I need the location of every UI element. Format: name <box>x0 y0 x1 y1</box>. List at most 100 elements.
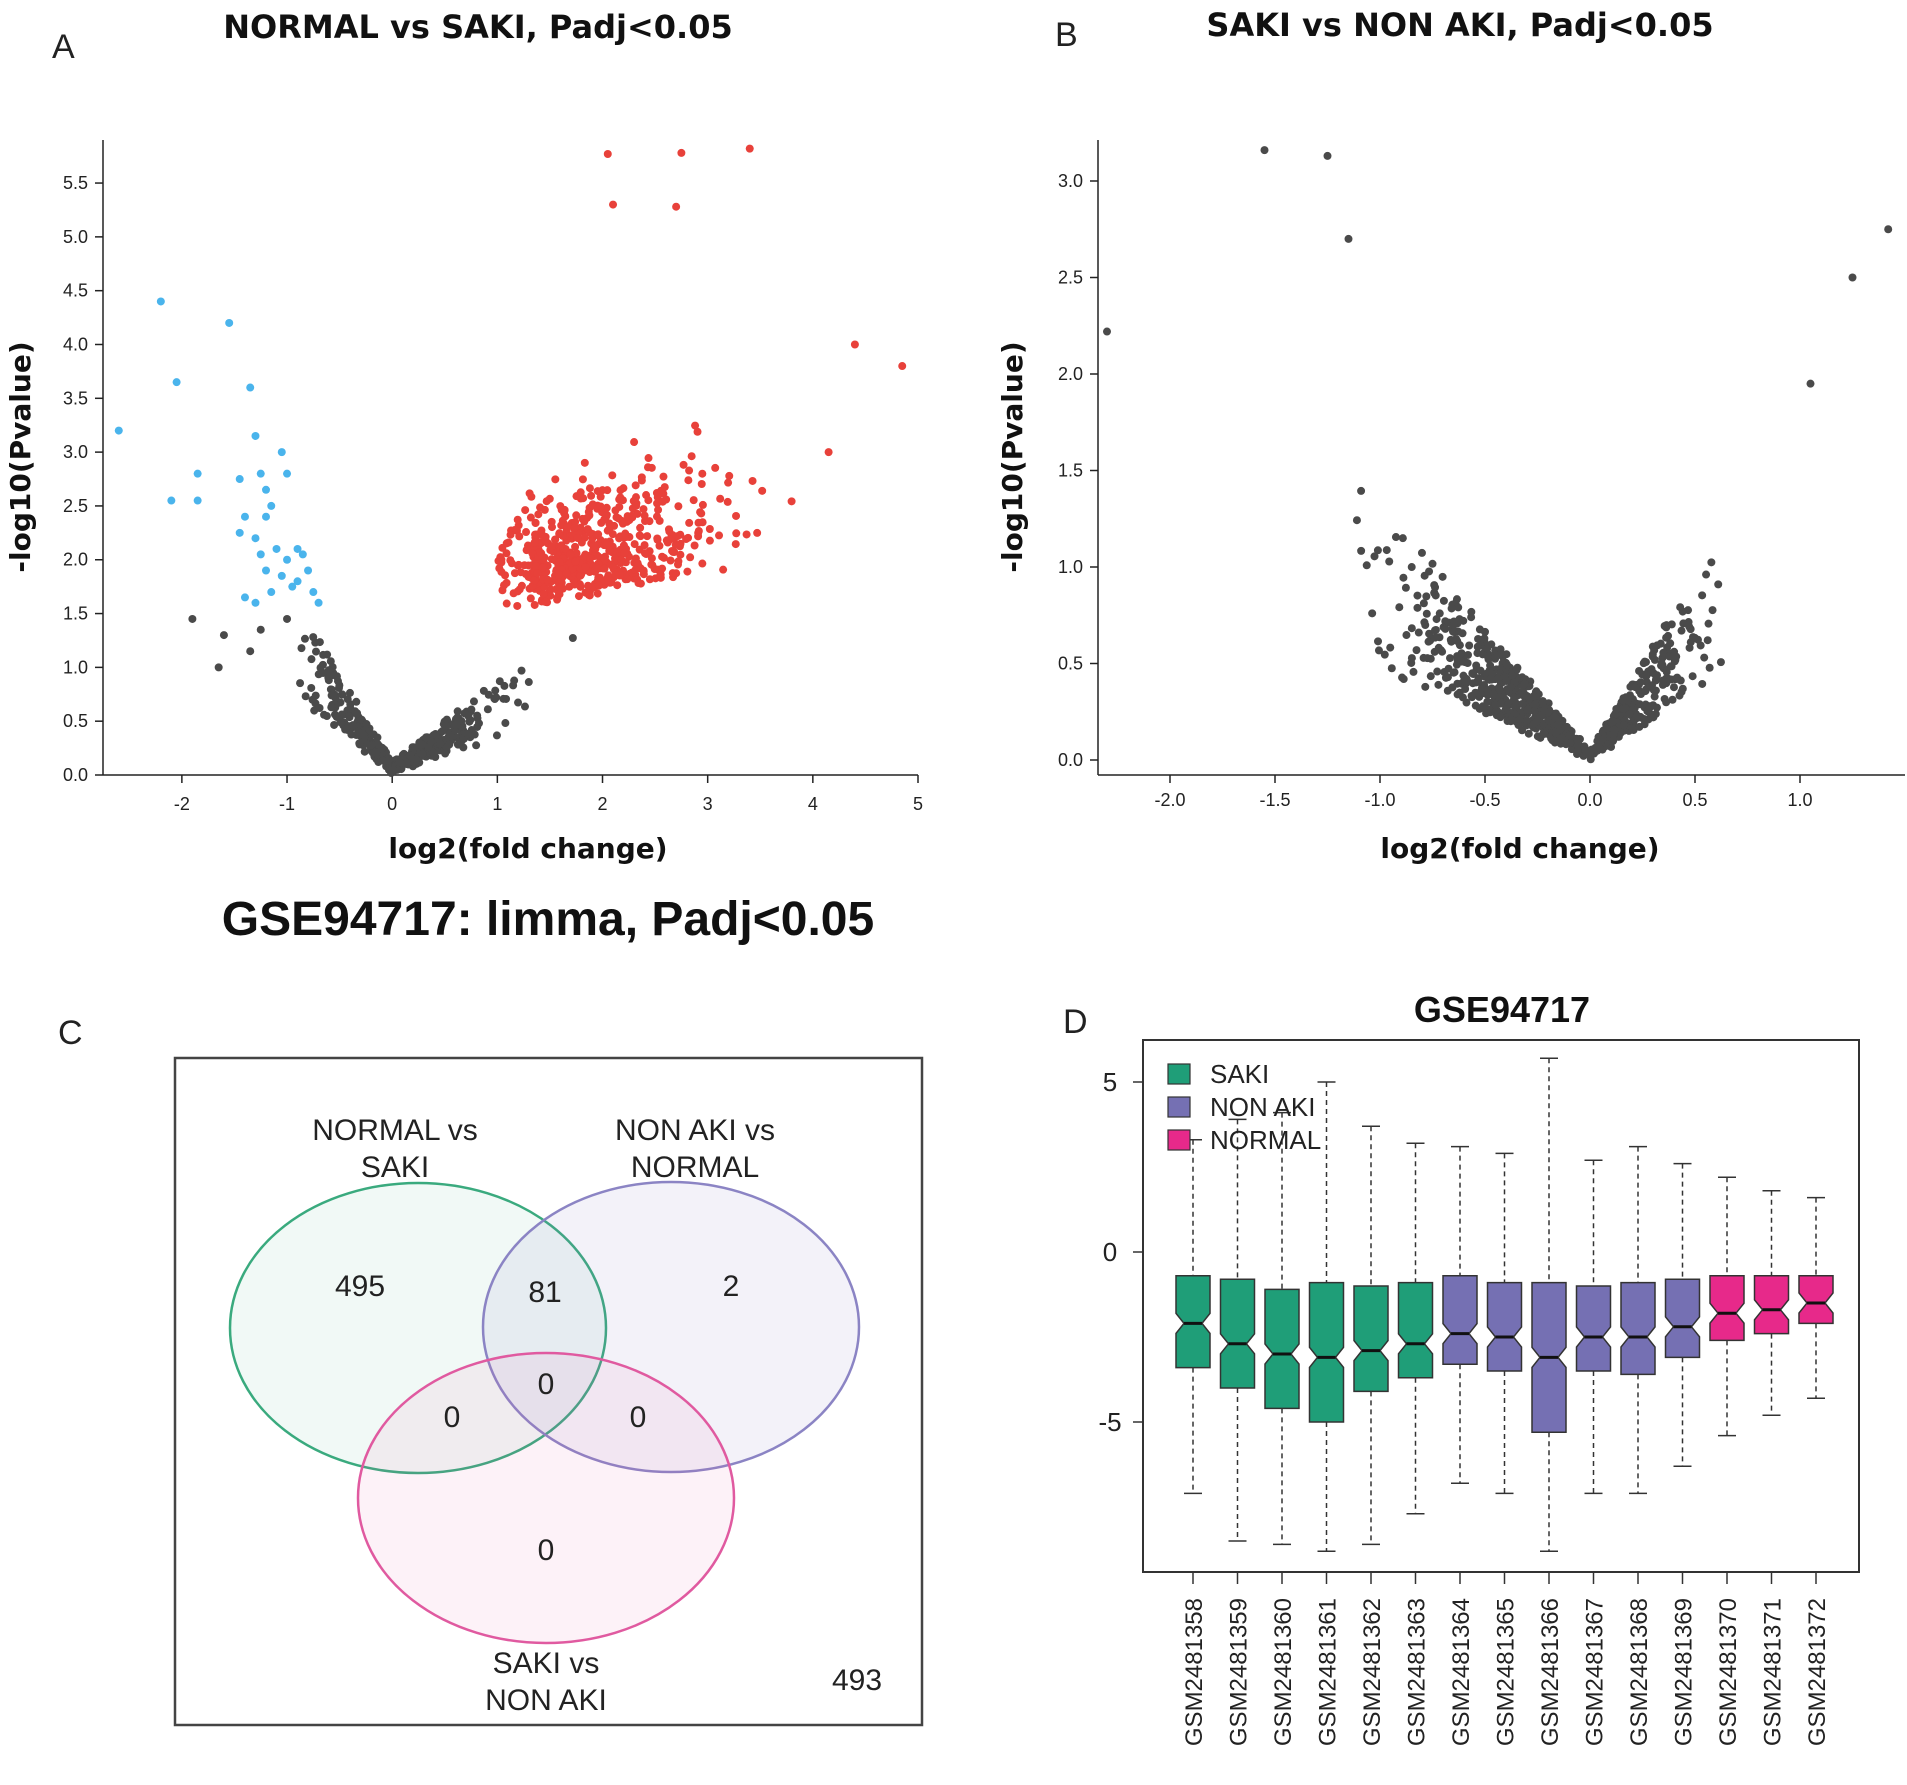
volcano-b-point <box>1700 653 1709 662</box>
volcano-b-point <box>1357 546 1366 555</box>
volcano-b-point <box>1558 734 1567 743</box>
volcano-b-point <box>1461 684 1470 693</box>
volcano-a-point-up <box>502 599 511 608</box>
volcano-a-point-down <box>262 512 270 521</box>
volcano-b-point <box>1662 633 1671 642</box>
volcano-a-point-up <box>758 486 767 495</box>
volcano-a-point-up <box>533 569 542 578</box>
boxplot-title: GSE94717 <box>1414 989 1590 1030</box>
volcano-a-point-up <box>521 506 530 515</box>
volcano-a-point-up <box>633 575 642 584</box>
volcano-b-point <box>1496 645 1505 654</box>
volcano-a-point-up <box>521 570 530 579</box>
volcano-b-point <box>1352 516 1361 525</box>
volcano-a-point-up <box>583 581 592 590</box>
volcano-b-point <box>1658 676 1667 685</box>
volcano-a-point-up <box>497 567 506 576</box>
volcano-a-point-ns <box>315 703 324 712</box>
volcano-b-point <box>1391 533 1400 542</box>
volcano-b-point <box>1425 629 1434 638</box>
volcano-b-point <box>1474 677 1483 686</box>
volcano-b-point <box>1884 225 1893 234</box>
volcano-b-point <box>1491 700 1500 709</box>
boxplot-y-tick-label: -5 <box>1098 1407 1121 1437</box>
boxplot-frame <box>1142 1039 1860 1573</box>
volcano-a-point-down <box>172 378 181 387</box>
volcano-b-x-tick-label: -0.5 <box>1469 790 1500 810</box>
volcano-b-point <box>1806 379 1815 388</box>
volcano-a-point-ns <box>377 744 386 753</box>
volcano-a-point-down <box>293 544 302 553</box>
volcano-a-point-up <box>666 556 675 565</box>
volcano-b-point <box>1510 710 1519 719</box>
volcano-b-point <box>1395 603 1404 612</box>
venn-label-1a: NORMAL vs <box>312 1114 478 1147</box>
volcano-a-y-tick-label: 4.0 <box>63 334 88 354</box>
volcano-a-point-down <box>304 566 313 575</box>
volcano-b-point <box>1468 669 1477 678</box>
volcano-a-y-tick-label: 1.5 <box>63 604 88 624</box>
volcano-a-point-up <box>694 518 703 527</box>
volcano-b-point <box>1373 546 1382 555</box>
boxplot-d: 5 0 -5 GSM2481358 GSM2481359 GSM2481360 GSM24… <box>1098 1057 1834 1746</box>
volcano-a-point-up <box>689 496 698 505</box>
volcano-b-point <box>1508 716 1517 725</box>
volcano-a-point-ns <box>372 748 381 757</box>
volcano-a-point-up <box>732 511 741 520</box>
venn-count-outside: 493 <box>832 1664 882 1697</box>
boxplot-x-label: GSM2481367 <box>1582 1598 1609 1746</box>
panel-a-letter: A <box>52 28 75 66</box>
volcano-b-point <box>1431 626 1440 635</box>
volcano-b-point <box>1425 567 1434 576</box>
volcano-a-point-up <box>530 600 539 609</box>
volcano-a-point-up <box>530 538 539 547</box>
volcano-b-point <box>1657 661 1666 670</box>
volcano-b-point <box>1668 695 1677 704</box>
volcano-a-point-up <box>605 524 614 533</box>
volcano-a-point-up <box>753 528 762 537</box>
volcano-b-point <box>1430 647 1439 656</box>
volcano-a-point-ns <box>283 614 292 623</box>
volcano-a-point-up <box>742 530 751 539</box>
boxplot-box <box>1709 1275 1745 1342</box>
volcano-a-point-ns <box>373 733 382 742</box>
volcano-b-point <box>1635 666 1644 675</box>
boxplot-box <box>1397 1281 1434 1379</box>
volcano-a-point-ns <box>445 740 454 749</box>
volcano-b-point <box>1562 722 1571 731</box>
volcano-a-point-ns <box>359 731 368 740</box>
volcano-a-point-up <box>586 554 595 563</box>
volcano-b-point <box>1540 706 1549 715</box>
volcano-a-point-up <box>546 591 555 600</box>
volcano-a-y-tick-label: 5.0 <box>63 227 88 247</box>
volcano-a-y-tick-label: 1.0 <box>63 657 88 677</box>
volcano-b-point <box>1652 703 1661 712</box>
volcano-b-point <box>1426 654 1435 663</box>
volcano-b-point <box>1502 677 1511 686</box>
volcano-b-point <box>1619 721 1628 730</box>
volcano-a-point-ns <box>324 673 333 682</box>
volcano-a-point-up <box>630 540 639 549</box>
volcano-a-point-up <box>598 486 607 495</box>
volcano-b-point <box>1705 663 1714 672</box>
volcano-b-point <box>1688 672 1697 681</box>
volcano-b-point <box>1438 572 1447 581</box>
volcano-b-point <box>1441 624 1450 633</box>
volcano-a-point-up <box>694 532 703 541</box>
volcano-a-point-up <box>571 517 580 526</box>
volcano-a-point-ns <box>517 666 526 675</box>
boxplot-box <box>1353 1285 1389 1393</box>
volcano-b-point <box>1260 146 1269 155</box>
volcano-a-point-up <box>745 144 754 153</box>
volcano-a-point-up <box>676 539 685 548</box>
volcano-b-point <box>1431 633 1440 642</box>
volcano-a-point-up <box>603 149 612 158</box>
volcano-a-point-ns <box>463 729 472 738</box>
volcano-a-point-up <box>602 540 611 549</box>
volcano-a: -2 -1 0 1 2 3 4 5 0.0 0.5 1.0 1.5 2.0 2.5 3.0 3.5 4.0 4.5… <box>63 140 923 814</box>
volcano-b-point <box>1485 666 1494 675</box>
volcano-a-point-down <box>283 469 292 478</box>
volcano-a-point-down <box>235 528 244 537</box>
volcano-a-point-down <box>251 431 260 440</box>
boxplot-x-label: GSM2481370 <box>1715 1598 1742 1746</box>
